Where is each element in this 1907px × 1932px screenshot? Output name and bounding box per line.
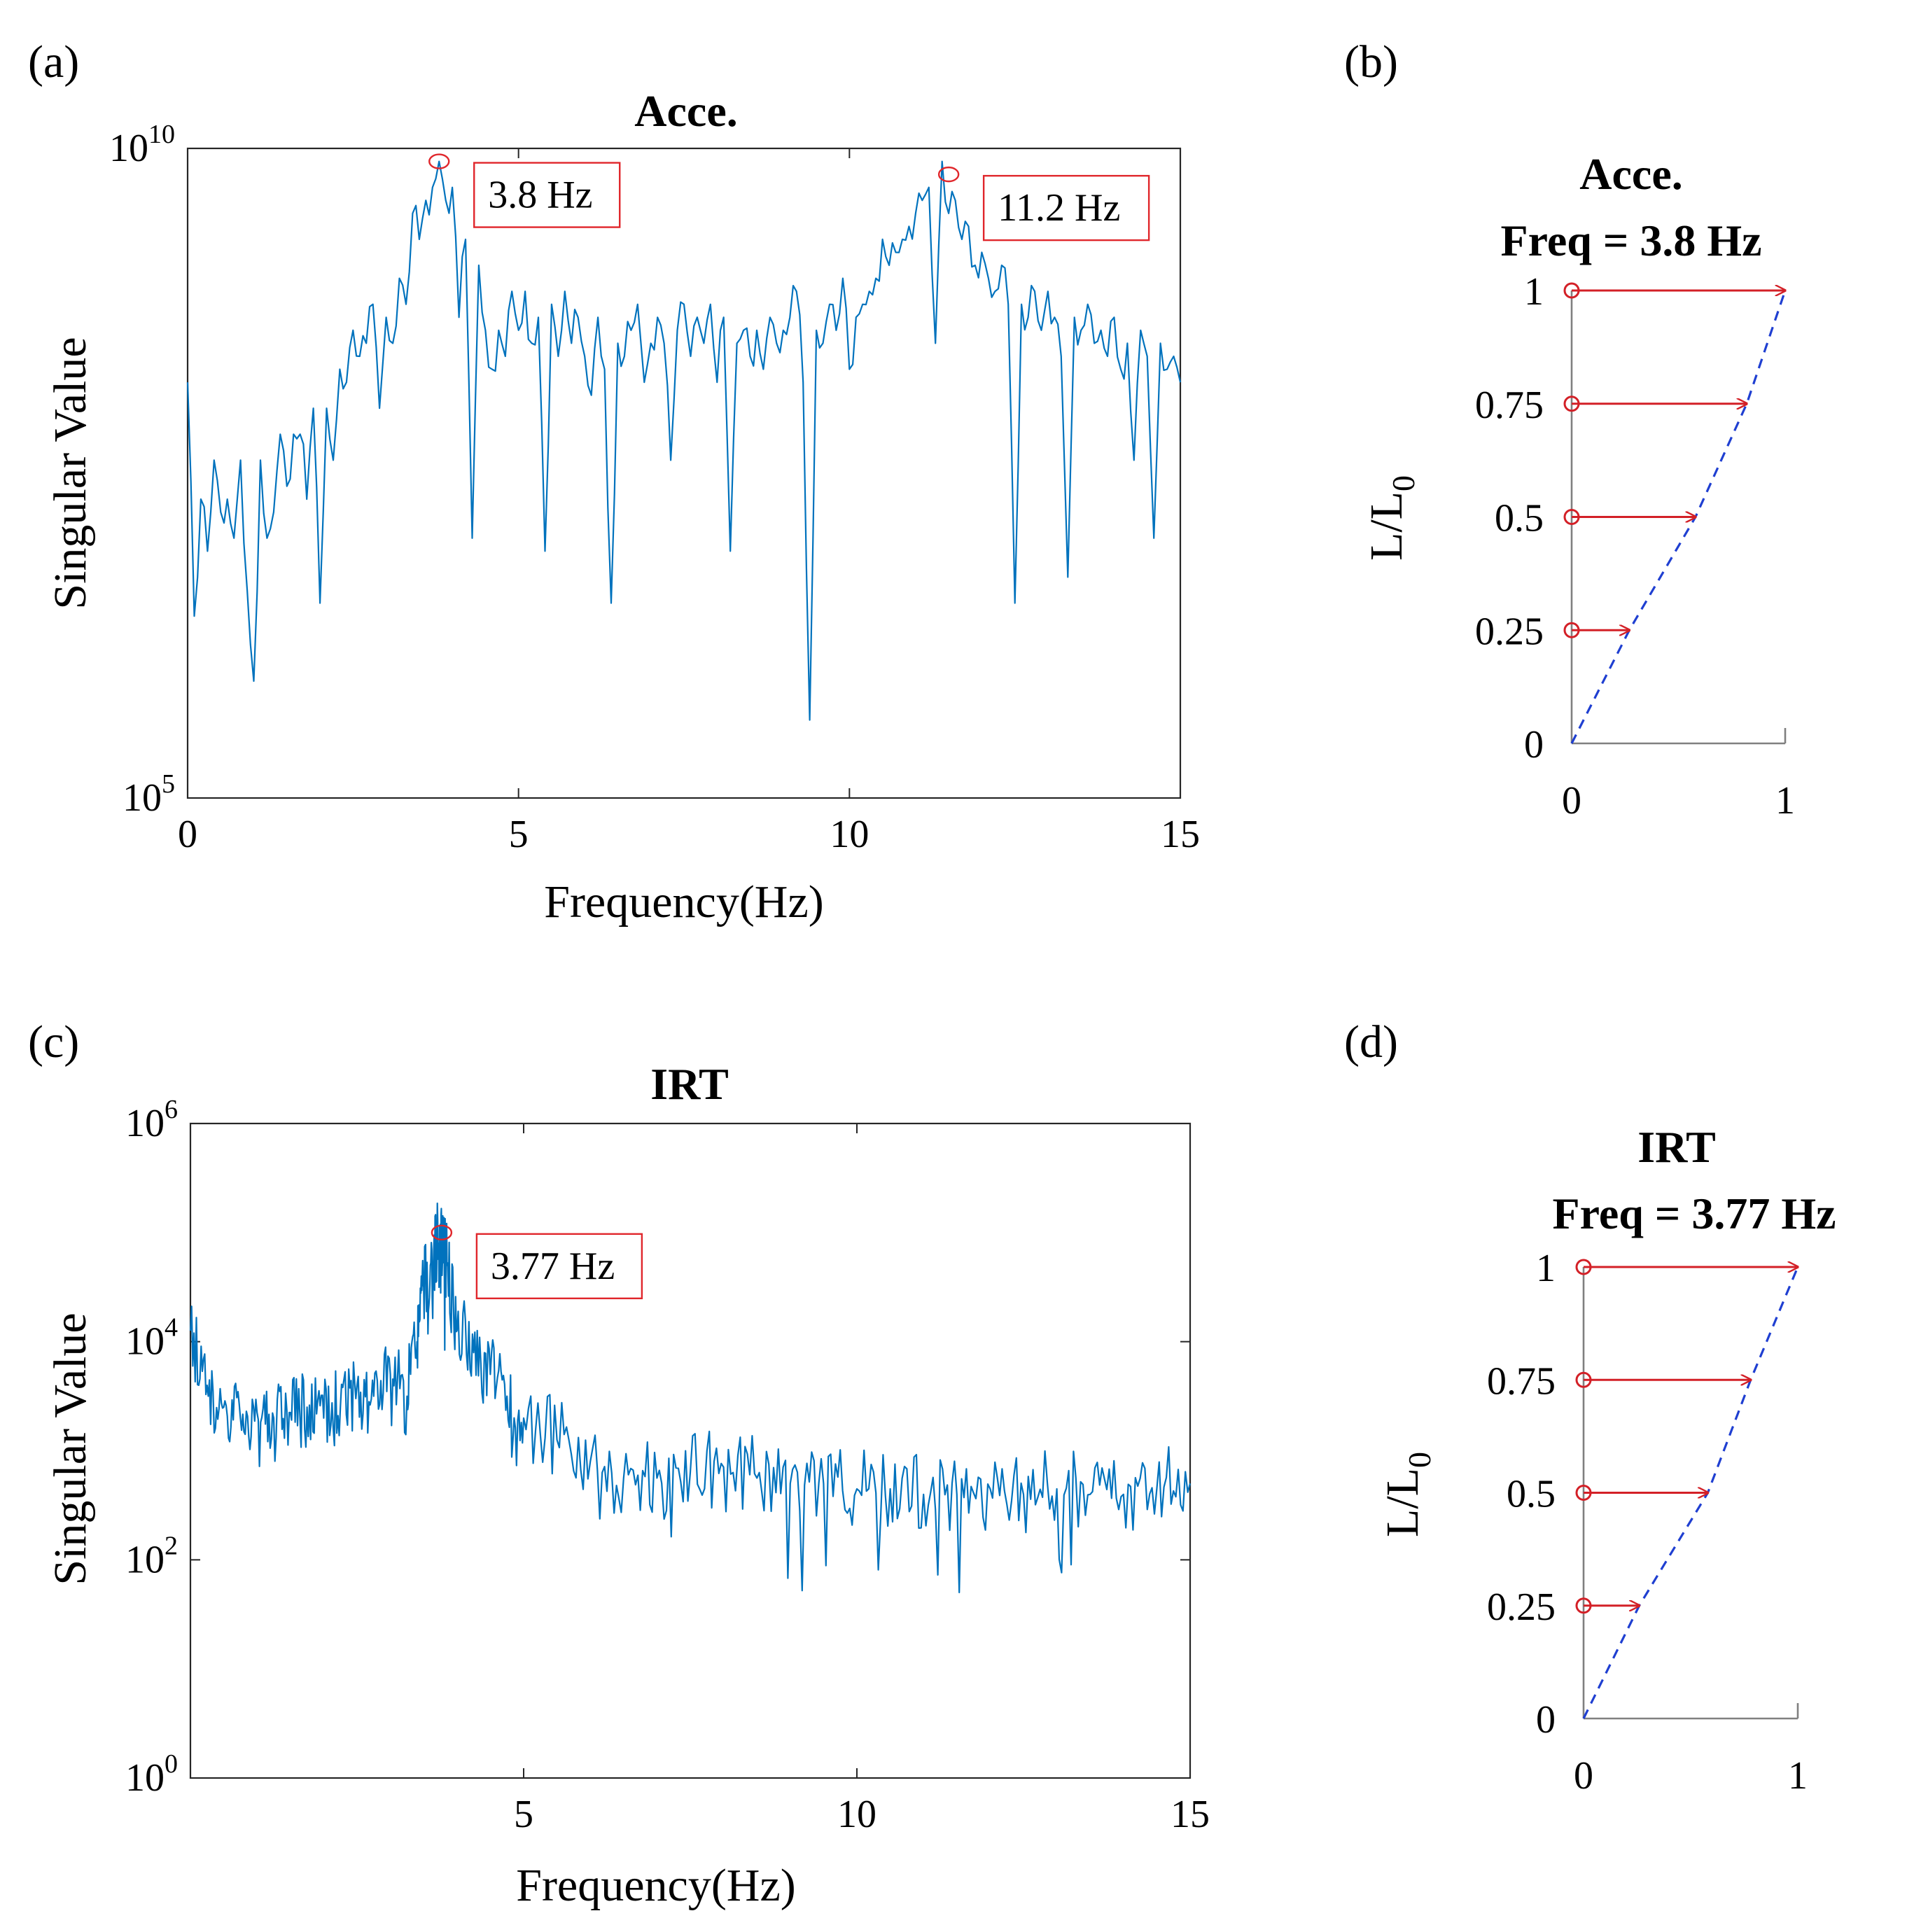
panel-b-mode-marker bbox=[1563, 396, 1580, 412]
panel-b-mode-marker bbox=[1563, 622, 1580, 638]
panel-d-y-tick-label: 0.5 bbox=[1507, 1473, 1556, 1516]
panel-b-mode-marker bbox=[1563, 509, 1580, 525]
panel-a-peak-annotation-box bbox=[982, 174, 1150, 241]
panel-b-y-axis-label-subscript: 0 bbox=[1385, 475, 1421, 491]
panel-a-peak-annotation-box bbox=[473, 162, 621, 228]
panel-b-y-tick-label: 0.75 bbox=[1475, 384, 1544, 427]
panel-a-label: (a) bbox=[28, 36, 79, 88]
panel-b-mode-marker bbox=[1563, 282, 1580, 299]
panel-c-y-axis-label: Singular Value bbox=[45, 1312, 96, 1585]
panel-d-subtitle: Freq = 3.77 Hz bbox=[1553, 1189, 1836, 1238]
panel-a-title: Acce. bbox=[634, 86, 737, 136]
panel-c-plot-frame bbox=[189, 1122, 1192, 1779]
panel-d-mode-marker bbox=[1575, 1597, 1592, 1614]
panel-a-x-tick-label: 0 bbox=[178, 813, 197, 856]
panel-d-title: IRT bbox=[1637, 1122, 1716, 1172]
panel-d-mode-marker bbox=[1575, 1259, 1592, 1275]
panel-c-y-tick-label: 100 bbox=[125, 1749, 178, 1800]
panel-a-x-tick-label: 5 bbox=[509, 813, 529, 856]
panel-b-y-tick-label: 1 bbox=[1524, 270, 1544, 314]
panel-c-peak-annotation-label: 3.77 Hz bbox=[491, 1245, 615, 1288]
panel-c-label: (c) bbox=[28, 1016, 79, 1068]
panel-c-y-tick-label: 104 bbox=[125, 1313, 178, 1364]
panel-a-peak-marker bbox=[428, 153, 450, 169]
panel-d-mode-marker bbox=[1575, 1371, 1592, 1388]
panel-a: (a) Acce. 105 1010 0 5 10 15 3.8 Hz 11.2 Hz F… bbox=[28, 36, 1200, 927]
panel-d-x-tick-label: 0 bbox=[1574, 1754, 1593, 1798]
panel-a-x-axis-label: Frequency(Hz) bbox=[544, 876, 823, 927]
panel-c-x-ticks: 5 10 15 bbox=[514, 1124, 1210, 1836]
panel-c-peak-annotation-box bbox=[475, 1233, 643, 1300]
panel-d-y-axis-label: L/L0 bbox=[1377, 1452, 1437, 1537]
panel-c-y-tick-label: 102 bbox=[125, 1531, 178, 1581]
panel-b-mode-shape: 0 0.25 0.5 0.75 1 0 1 bbox=[1475, 270, 1795, 822]
panel-c-x-tick-label: 5 bbox=[514, 1793, 533, 1836]
panel-a-peak-annotation-label: 3.8 Hz bbox=[488, 174, 592, 217]
panel-d: (d) IRT Freq = 3.77 Hz 0 0.25 0.5 0.75 1 0 1 L… bbox=[1344, 1016, 1836, 1798]
panel-d-x-tick-label: 1 bbox=[1788, 1754, 1808, 1798]
panel-b-title: Acce. bbox=[1579, 149, 1682, 199]
panel-a-plot-frame bbox=[186, 147, 1182, 799]
panel-d-y-tick-label: 1 bbox=[1536, 1247, 1556, 1290]
panel-c-x-tick-label: 10 bbox=[837, 1793, 876, 1836]
panel-d-y-tick-label: 0.75 bbox=[1487, 1359, 1556, 1403]
panel-b-y-tick-label: 0.5 bbox=[1495, 497, 1544, 540]
panel-d-mode-marker bbox=[1575, 1485, 1592, 1501]
panel-a-series-line bbox=[186, 160, 1182, 721]
panel-c-series-line bbox=[189, 1202, 1192, 1594]
panel-d-y-tick-label: 0 bbox=[1536, 1698, 1556, 1742]
panel-b-x-tick-label: 1 bbox=[1775, 779, 1795, 822]
panel-a-x-ticks: 0 5 10 15 bbox=[178, 148, 1200, 856]
panel-b-y-axis-label: L/L0 bbox=[1361, 475, 1421, 561]
panel-c-peak-marker bbox=[431, 1224, 453, 1241]
panel-b-label: (b) bbox=[1344, 36, 1398, 88]
panel-c-annotations: 3.77 Hz bbox=[431, 1224, 643, 1300]
panel-c-x-tick-label: 15 bbox=[1171, 1793, 1210, 1836]
panel-b-y-tick-label: 0.25 bbox=[1475, 610, 1544, 653]
panel-c-x-axis-label: Frequency(Hz) bbox=[516, 1860, 795, 1911]
panel-a-y-tick-label: 1010 bbox=[109, 120, 175, 170]
panel-b-y-tick-label: 0 bbox=[1524, 723, 1544, 766]
panel-a-y-axis-label: Singular Value bbox=[45, 337, 96, 609]
panel-b-x-tick-label: 0 bbox=[1562, 779, 1581, 822]
panel-a-peak-annotation-label: 11.2 Hz bbox=[998, 186, 1120, 230]
panel-c-y-ticks: 100 102 104 106 bbox=[125, 1095, 1190, 1800]
panel-b-subtitle: Freq = 3.8 Hz bbox=[1501, 216, 1762, 265]
panel-d-mode-shape: 0 0.25 0.5 0.75 1 0 1 bbox=[1487, 1247, 1808, 1798]
panel-d-y-tick-label: 0.25 bbox=[1487, 1586, 1556, 1629]
panel-c: (c) IRT 100 102 104 106 5 10 15 3.77 Hz Frequ… bbox=[28, 1016, 1210, 1911]
panel-a-x-tick-label: 10 bbox=[830, 813, 869, 856]
panel-d-label: (d) bbox=[1344, 1016, 1398, 1068]
panel-a-y-ticks: 105 1010 bbox=[109, 120, 1180, 820]
panel-d-y-axis-label-subscript: 0 bbox=[1402, 1452, 1437, 1468]
panel-c-title: IRT bbox=[650, 1059, 729, 1109]
panel-a-annotations: 3.8 Hz 11.2 Hz bbox=[428, 153, 1150, 241]
panel-a-x-tick-label: 15 bbox=[1161, 813, 1200, 856]
panel-c-y-tick-label: 106 bbox=[125, 1095, 178, 1145]
panel-a-peak-marker bbox=[937, 166, 960, 183]
panel-a-y-tick-label: 105 bbox=[123, 769, 175, 820]
